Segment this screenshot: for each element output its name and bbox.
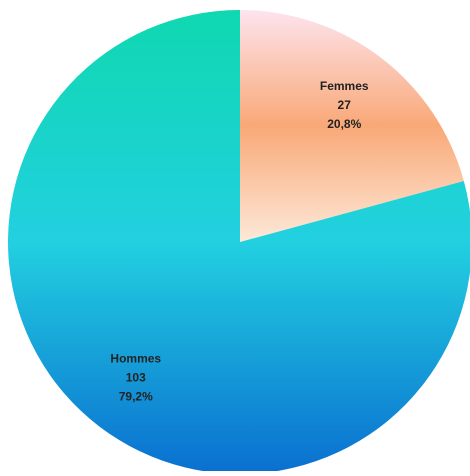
slice-label: Hommes xyxy=(110,352,161,366)
slice-label: Femmes xyxy=(320,79,369,93)
slice-percent: 79,2% xyxy=(119,390,153,404)
pie-slice xyxy=(240,10,464,242)
slice-value: 103 xyxy=(126,371,146,385)
slice-percent: 20,8% xyxy=(327,117,361,131)
slice-value: 27 xyxy=(338,98,352,112)
pie-slice xyxy=(8,10,470,474)
